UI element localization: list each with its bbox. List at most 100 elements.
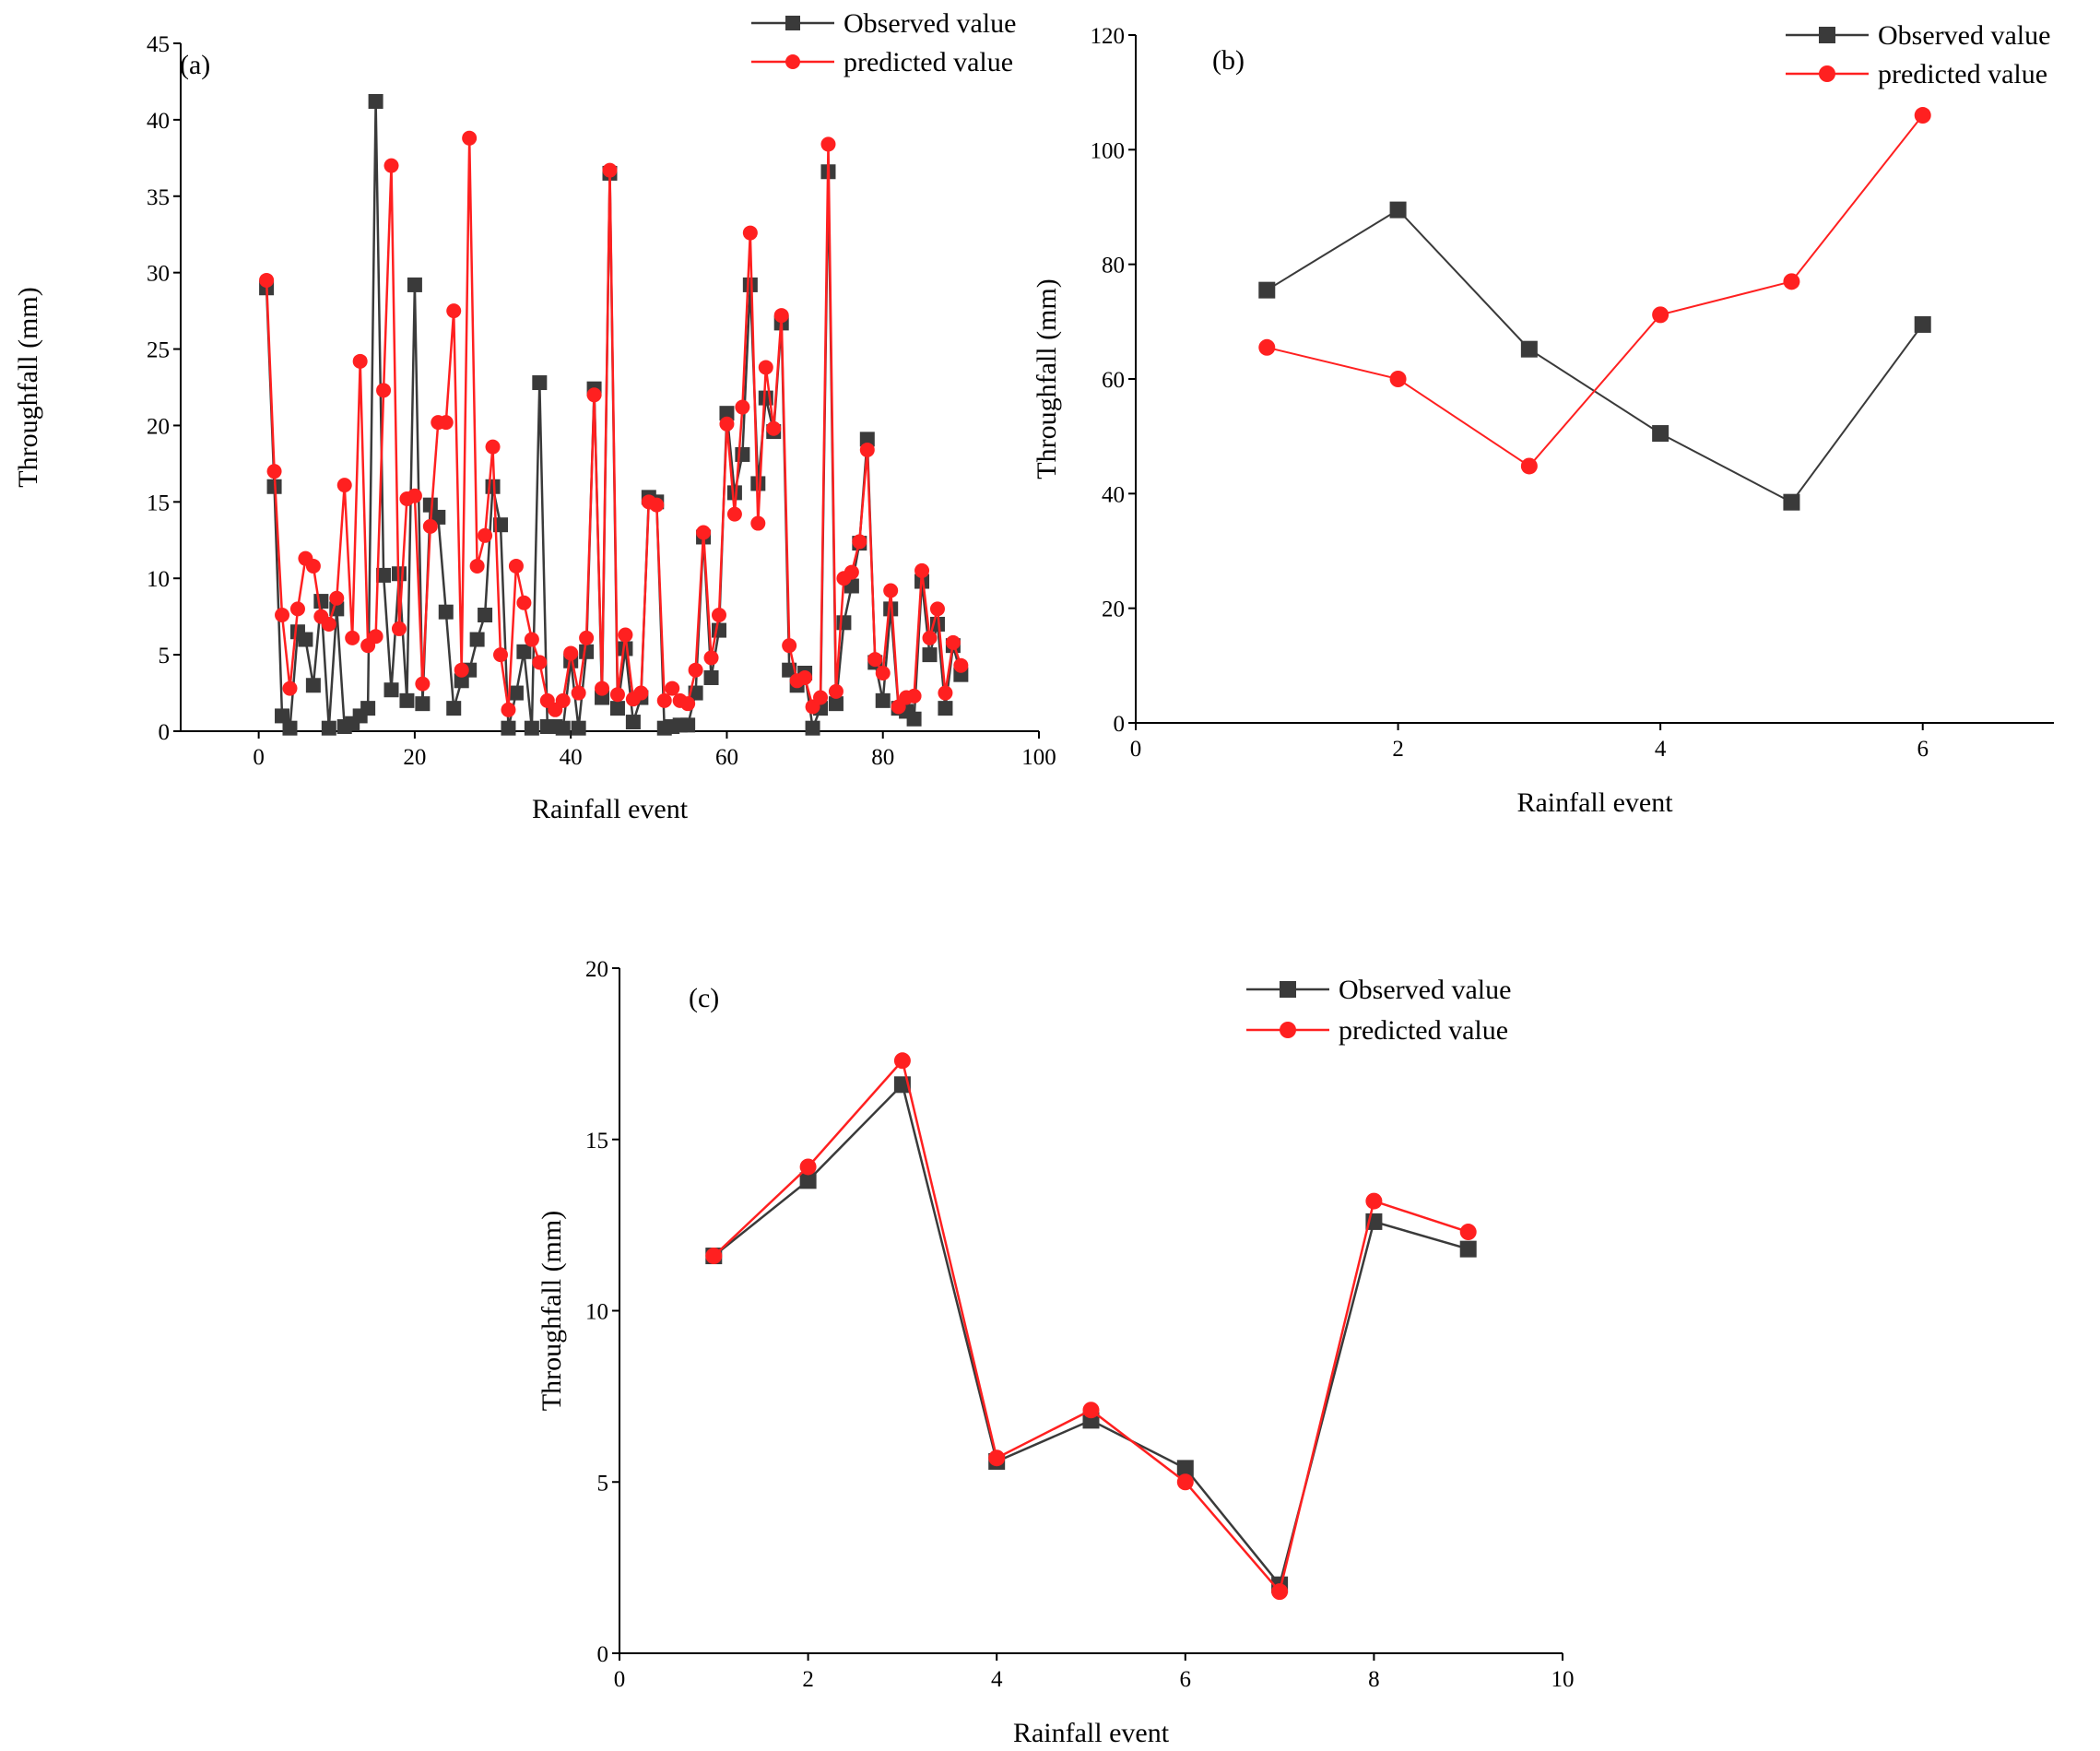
x-tick-label: 60 xyxy=(715,745,738,770)
panel-label: (b) xyxy=(1212,45,1245,76)
data-point-circle xyxy=(945,634,961,650)
data-point-square xyxy=(360,701,376,716)
data-point-circle xyxy=(696,525,712,540)
data-point-circle xyxy=(289,601,305,617)
data-point-circle xyxy=(1389,371,1407,387)
data-point-circle xyxy=(1783,273,1800,290)
y-tick-label: 0 xyxy=(597,1642,609,1667)
data-point-circle xyxy=(609,687,625,703)
y-tick-label: 45 xyxy=(147,32,170,57)
data-point-circle xyxy=(368,629,383,645)
y-tick-label: 25 xyxy=(147,338,170,363)
panel-label: (c) xyxy=(689,983,719,1013)
data-point-circle xyxy=(953,657,969,673)
data-point-circle xyxy=(938,685,953,701)
x-tick-label: 40 xyxy=(560,745,583,770)
data-point-square xyxy=(321,720,336,736)
data-point-circle xyxy=(595,680,610,696)
data-point-square xyxy=(469,632,485,647)
legend-label: predicted value xyxy=(1339,1015,1508,1046)
data-point-square xyxy=(485,479,501,494)
data-point-square xyxy=(883,601,899,617)
data-point-circle xyxy=(820,136,836,152)
series-predicted-value xyxy=(1258,107,1931,475)
data-point-square xyxy=(625,715,641,730)
data-point-circle xyxy=(336,478,352,493)
data-point-circle xyxy=(797,669,813,685)
y-tick-label: 15 xyxy=(585,1129,608,1154)
data-point-circle xyxy=(524,632,539,647)
x-tick-label: 20 xyxy=(403,745,426,770)
y-tick-label: 120 xyxy=(1091,24,1126,49)
data-point-circle xyxy=(493,647,509,663)
y-tick-label: 10 xyxy=(147,567,170,592)
data-point-circle xyxy=(422,518,438,534)
data-point-circle xyxy=(782,638,797,654)
data-point-circle xyxy=(852,534,867,550)
x-tick-label: 0 xyxy=(253,745,265,770)
data-point-circle xyxy=(665,680,680,696)
y-tick-label: 5 xyxy=(597,1471,609,1496)
data-point-square xyxy=(383,682,399,698)
data-point-circle xyxy=(407,488,422,503)
data-point-circle xyxy=(828,683,844,699)
data-point-circle xyxy=(516,595,532,610)
data-point-square xyxy=(1176,1460,1194,1477)
data-point-circle xyxy=(586,387,602,403)
data-point-circle xyxy=(1176,1473,1194,1491)
data-point-circle xyxy=(649,497,665,513)
data-point-square xyxy=(422,497,438,513)
data-point-circle xyxy=(555,692,571,708)
data-point-circle xyxy=(1365,1192,1383,1210)
legend-label: Observed value xyxy=(1339,975,1511,1005)
data-point-square xyxy=(875,692,891,708)
data-point-circle xyxy=(1520,457,1538,475)
data-point-square xyxy=(305,678,321,693)
series-predicted-value xyxy=(259,130,969,717)
data-point-circle xyxy=(532,655,548,670)
data-point-circle xyxy=(508,558,524,574)
series-line xyxy=(1267,114,1924,467)
data-point-circle xyxy=(688,662,703,678)
data-point-square xyxy=(711,622,726,638)
data-point-square xyxy=(828,696,844,712)
data-point-circle xyxy=(750,515,766,531)
data-point-square xyxy=(376,567,392,583)
data-point-circle xyxy=(758,360,773,375)
panel-a-chart: 0 5 10 15 20 25 30 35 40 45 0 20 40 60 80 100 Rainfall e… xyxy=(13,8,1056,824)
y-tick-label: 20 xyxy=(1102,597,1125,622)
x-tick-label: 2 xyxy=(802,1667,814,1692)
data-point-circle xyxy=(305,558,321,574)
panel-c-chart: 0 5 10 15 20 0 2 4 6 8 10 Rainfall event Throughfall… xyxy=(537,957,1575,1748)
data-point-circle xyxy=(988,1449,1006,1467)
data-point-circle xyxy=(893,1052,911,1070)
data-point-circle xyxy=(275,608,290,623)
legend-marker-circle xyxy=(1819,65,1835,82)
y-tick-label: 20 xyxy=(585,957,608,982)
data-point-circle xyxy=(579,630,595,645)
y-tick-label: 20 xyxy=(147,414,170,439)
data-point-circle xyxy=(485,439,501,455)
x-axis-title: Rainfall event xyxy=(1516,787,1673,818)
series-observed-value xyxy=(1258,201,1931,511)
data-point-square xyxy=(742,277,758,292)
x-tick-label: 2 xyxy=(1392,737,1404,762)
x-axis-title: Rainfall event xyxy=(1013,1718,1170,1748)
data-point-circle xyxy=(656,692,672,708)
y-tick-label: 10 xyxy=(585,1300,608,1325)
data-point-circle xyxy=(391,621,407,636)
series-predicted-value xyxy=(705,1052,1477,1601)
x-tick-label: 0 xyxy=(1130,737,1142,762)
y-axis-title: Throughfall (mm) xyxy=(1032,278,1062,479)
data-point-circle xyxy=(1082,1402,1100,1419)
y-tick-label: 80 xyxy=(1102,254,1125,278)
data-point-circle xyxy=(563,645,579,661)
x-tick-label: 0 xyxy=(614,1667,626,1692)
axes xyxy=(180,43,1039,732)
y-axis-title: Throughfall (mm) xyxy=(537,1211,567,1411)
data-point-square xyxy=(805,720,820,736)
data-point-circle xyxy=(1914,107,1931,124)
y-tick-label: 5 xyxy=(159,644,171,668)
data-point-circle xyxy=(1271,1583,1289,1601)
data-point-circle xyxy=(867,652,883,668)
